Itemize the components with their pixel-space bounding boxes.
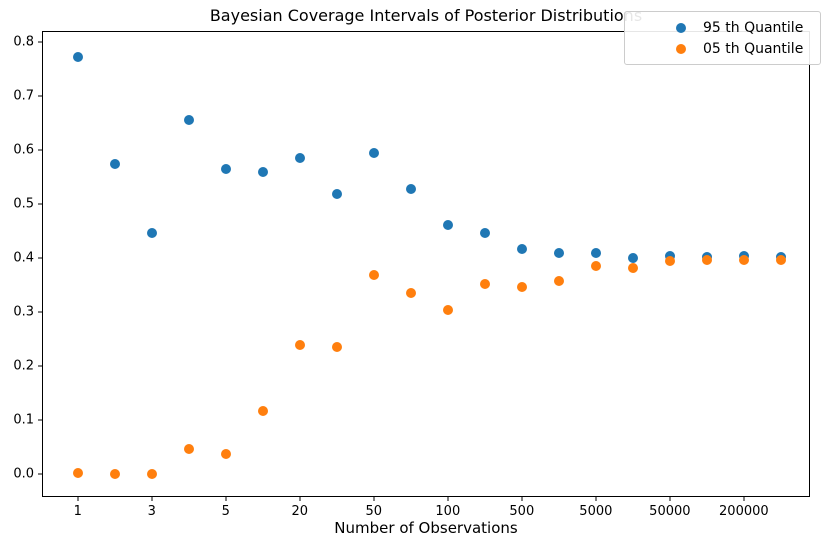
data-point-05th bbox=[775, 255, 786, 266]
data-point-05th bbox=[516, 282, 527, 293]
data-point-95th bbox=[146, 227, 157, 238]
x-tick-label: 20 bbox=[291, 504, 309, 519]
y-tick-mark bbox=[38, 311, 43, 313]
y-tick-label: 0.4 bbox=[13, 250, 34, 266]
y-tick-label: 0.8 bbox=[13, 34, 34, 50]
data-point-05th bbox=[368, 270, 379, 281]
y-tick-mark bbox=[38, 365, 43, 367]
x-tick-label: 200000 bbox=[719, 504, 769, 519]
x-tick-label: 3 bbox=[147, 504, 156, 519]
data-point-05th bbox=[627, 263, 638, 274]
data-point-95th bbox=[294, 153, 305, 164]
data-point-95th bbox=[368, 147, 379, 158]
x-tick-mark bbox=[151, 496, 153, 501]
x-tick-mark bbox=[299, 496, 301, 501]
data-point-95th bbox=[479, 227, 490, 238]
data-point-95th bbox=[405, 184, 416, 195]
y-tick-mark bbox=[38, 473, 43, 475]
x-tick-mark bbox=[743, 496, 745, 501]
data-point-95th bbox=[72, 51, 83, 62]
y-tick-label: 0.7 bbox=[13, 88, 34, 104]
y-tick-mark bbox=[38, 41, 43, 43]
x-tick-label: 5 bbox=[221, 504, 230, 519]
data-point-05th bbox=[479, 279, 490, 290]
data-point-95th bbox=[183, 115, 194, 126]
data-point-05th bbox=[442, 304, 453, 315]
data-point-95th bbox=[627, 252, 638, 263]
data-point-05th bbox=[590, 260, 601, 271]
data-point-95th bbox=[220, 164, 231, 175]
y-tick-label: 0.0 bbox=[13, 466, 34, 482]
data-point-95th bbox=[331, 189, 342, 200]
data-point-95th bbox=[257, 166, 268, 177]
x-tick-label: 500 bbox=[509, 504, 535, 519]
data-point-05th bbox=[331, 342, 342, 353]
data-point-05th bbox=[701, 254, 712, 265]
x-tick-mark bbox=[225, 496, 227, 501]
data-point-95th bbox=[553, 247, 564, 258]
y-tick-label: 0.6 bbox=[13, 142, 34, 158]
y-tick-mark bbox=[38, 95, 43, 97]
data-point-05th bbox=[109, 468, 120, 479]
data-point-95th bbox=[590, 248, 601, 259]
y-tick-mark bbox=[38, 149, 43, 151]
data-point-05th bbox=[220, 448, 231, 459]
x-tick-mark bbox=[447, 496, 449, 501]
x-tick-mark bbox=[669, 496, 671, 501]
legend-marker-95th-icon bbox=[676, 22, 686, 33]
legend: 95 th Quantile 05 th Quantile bbox=[624, 11, 821, 65]
data-point-95th bbox=[516, 243, 527, 254]
x-tick-label: 50000 bbox=[649, 504, 691, 519]
y-tick-mark bbox=[38, 257, 43, 259]
legend-label-95th: 95 th Quantile bbox=[703, 19, 804, 36]
legend-label-05th: 05 th Quantile bbox=[703, 40, 804, 57]
x-tick-label: 5000 bbox=[579, 504, 613, 519]
legend-item-95th: 95 th Quantile bbox=[625, 17, 820, 38]
legend-marker-05th-icon bbox=[676, 43, 686, 54]
data-point-05th bbox=[257, 405, 268, 416]
data-point-95th bbox=[109, 159, 120, 170]
data-point-05th bbox=[553, 276, 564, 286]
x-tick-mark bbox=[521, 496, 523, 501]
x-tick-label: 50 bbox=[365, 504, 383, 519]
data-point-05th bbox=[72, 467, 83, 478]
y-tick-label: 0.5 bbox=[13, 196, 34, 212]
chart-title: Bayesian Coverage Intervals of Posterior… bbox=[209, 6, 643, 25]
data-point-05th bbox=[405, 287, 416, 298]
data-point-05th bbox=[738, 254, 749, 265]
x-tick-label: 100 bbox=[435, 504, 461, 519]
y-tick-label: 0.1 bbox=[13, 412, 34, 428]
data-point-05th bbox=[294, 340, 305, 351]
y-tick-label: 0.2 bbox=[13, 358, 34, 374]
y-tick-label: 0.3 bbox=[13, 304, 34, 320]
legend-item-05th: 05 th Quantile bbox=[625, 38, 820, 59]
data-point-95th bbox=[442, 219, 453, 230]
x-tick-mark bbox=[595, 496, 597, 501]
y-tick-mark bbox=[38, 203, 43, 205]
data-point-05th bbox=[183, 444, 194, 454]
x-tick-mark bbox=[373, 496, 375, 501]
x-tick-label: 1 bbox=[73, 504, 82, 519]
y-tick-mark bbox=[38, 419, 43, 421]
x-axis-label: Number of Observations bbox=[334, 519, 518, 537]
data-point-05th bbox=[664, 256, 675, 267]
data-point-05th bbox=[146, 468, 157, 479]
plot-area: 0.0 0.1 0.2 0.3 0.4 0.5 0.6 0.7 0.8 1 3 5 20 50 100 500… bbox=[13, 31, 810, 519]
x-tick-mark bbox=[77, 496, 79, 501]
